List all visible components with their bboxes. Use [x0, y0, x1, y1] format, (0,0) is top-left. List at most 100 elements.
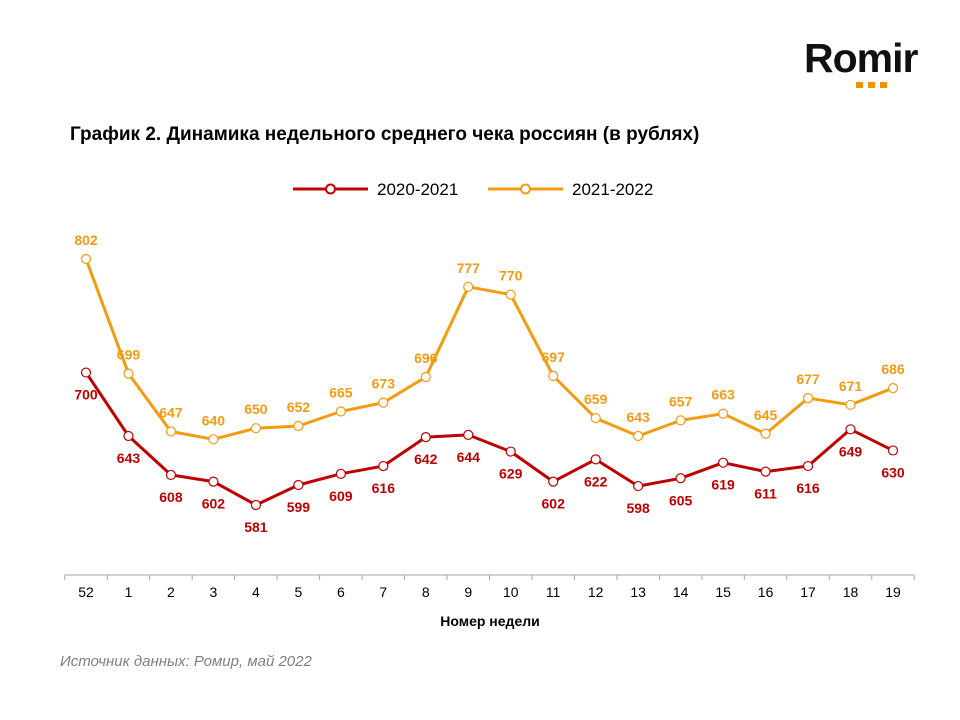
data-point [250, 423, 261, 434]
logo-dots [856, 82, 887, 88]
x-tick-label: 9 [464, 584, 472, 600]
legend-item: 2021-2022 [488, 180, 653, 199]
data-point [208, 476, 219, 487]
data-label: 643 [117, 450, 141, 466]
data-point [335, 468, 346, 479]
data-label: 673 [372, 376, 396, 392]
data-point [802, 460, 814, 472]
data-point [718, 457, 729, 468]
data-label: 643 [626, 409, 650, 425]
x-tick-label: 19 [885, 584, 901, 600]
source-note: Источник данных: Ромир, май 2022 [60, 653, 312, 670]
romir-logo: Romir [804, 36, 934, 88]
data-label: 599 [287, 499, 311, 515]
data-label: 602 [542, 496, 566, 512]
data-point [718, 408, 729, 419]
data-point [250, 499, 261, 511]
data-point [590, 454, 601, 465]
series-line [84, 258, 894, 441]
x-tick-label: 10 [503, 584, 519, 600]
chart-title: График 2. Динамика недельного среднего ч… [70, 124, 700, 145]
data-point [887, 383, 899, 394]
data-point [675, 415, 686, 426]
data-point [548, 476, 559, 487]
data-point [505, 446, 516, 457]
data-point [123, 430, 134, 442]
data-label: 697 [542, 349, 566, 365]
data-point [505, 289, 516, 300]
data-label: 659 [584, 391, 608, 407]
logo-dot [856, 82, 863, 88]
data-point [633, 430, 644, 442]
data-point [293, 479, 304, 491]
data-label: 645 [754, 407, 778, 423]
x-tick-label: 17 [800, 584, 816, 600]
x-tick-label: 4 [252, 584, 260, 600]
legend: 2020-2021 2021-2022 [293, 180, 653, 199]
x-axis: 52 1 2 3 4 5 6 7 8 9 10 11 12 13 14 15 16 17 18 19 [64, 574, 915, 600]
series-group: 700 643 608 602 581 599 609 616 642 644 629 602 622 5… [74, 232, 905, 535]
legend-label: 2020-2021 [377, 180, 458, 199]
data-label: 622 [584, 473, 608, 489]
legend-item: 2020-2021 [293, 180, 458, 199]
series-2021-2022: 802 699 647 640 650 652 665 673 696 777 770 697 659 6… [74, 232, 905, 445]
data-label: 611 [754, 486, 777, 502]
data-label: 657 [669, 393, 693, 409]
data-label: 598 [626, 500, 650, 516]
legend-marker [520, 183, 531, 195]
data-point [420, 431, 431, 443]
data-label: 619 [711, 477, 735, 493]
x-tick-label: 5 [294, 584, 302, 600]
data-label: 605 [669, 492, 693, 508]
data-label: 696 [414, 350, 438, 366]
logo-text: Romir [804, 35, 918, 81]
x-axis-label: Номер недели [440, 613, 539, 629]
data-point [590, 413, 601, 424]
data-point [335, 406, 346, 417]
x-tick-label: 16 [758, 584, 774, 600]
data-label: 677 [796, 371, 820, 387]
data-point [165, 426, 177, 437]
data-label: 616 [372, 480, 396, 496]
data-point [633, 480, 644, 492]
x-tick-label: 15 [715, 584, 731, 600]
data-label: 616 [796, 480, 820, 496]
data-point [760, 428, 771, 439]
data-label: 608 [159, 489, 183, 505]
data-label: 663 [711, 387, 735, 403]
data-label: 629 [499, 466, 523, 482]
data-point [760, 466, 771, 477]
data-point [845, 399, 856, 410]
series-line [84, 371, 894, 507]
logo-dot [880, 82, 887, 88]
data-label: 652 [287, 399, 311, 415]
data-label: 609 [329, 488, 353, 504]
data-point [165, 469, 177, 481]
x-tick-label: 7 [379, 584, 387, 600]
data-label: 777 [457, 260, 481, 276]
data-point [802, 393, 814, 404]
x-tick-label: 3 [210, 584, 218, 600]
data-label: 630 [881, 464, 905, 480]
logo-dot [868, 82, 875, 88]
data-point [463, 281, 474, 292]
data-point [80, 367, 92, 378]
data-label: 642 [414, 451, 438, 467]
series-2020-2021: 700 643 608 602 581 599 609 616 642 644 629 602 622 5… [74, 367, 905, 535]
data-point [378, 397, 389, 408]
data-point [548, 370, 559, 381]
data-label: 602 [202, 496, 226, 512]
x-tick-label: 6 [337, 584, 345, 600]
data-point [293, 420, 304, 432]
data-point [123, 368, 134, 379]
x-tick-label: 12 [588, 584, 604, 600]
data-point [463, 429, 474, 440]
x-tick-label: 18 [843, 584, 859, 600]
data-point [80, 253, 92, 265]
data-label: 581 [244, 519, 268, 535]
x-tick-label: 11 [546, 584, 561, 600]
data-point [675, 473, 686, 484]
data-label: 644 [457, 449, 481, 465]
data-label: 650 [244, 401, 268, 417]
